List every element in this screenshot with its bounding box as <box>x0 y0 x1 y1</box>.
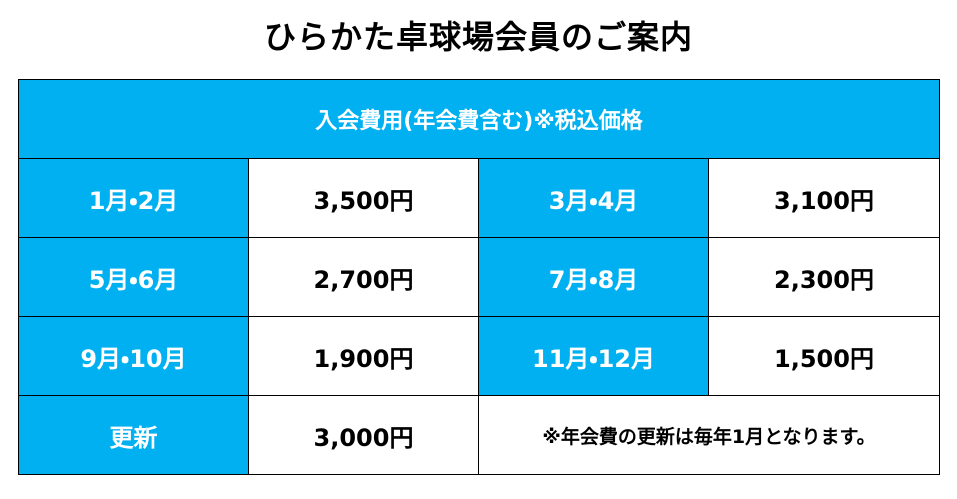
note: ※年会費の更新は毎年1月となります。 <box>478 395 940 475</box>
period: 9月・10月 <box>18 316 249 396</box>
price: 2,300円 <box>708 237 940 317</box>
row: 1月・2月 3,500円 3月・4月 3,100円 <box>18 158 940 238</box>
price: 1,900円 <box>248 316 479 396</box>
period: 3月・4月 <box>478 158 709 238</box>
row: 更新 3,000円 ※年会費の更新は毎年1月となります。 <box>18 395 940 475</box>
row: 5月・6月 2,700円 7月・8月 2,300円 <box>18 237 940 317</box>
header-row: 入会費用(年会費含む)※税込価格 <box>18 79 940 159</box>
period: 11月・12月 <box>478 316 709 396</box>
price: 3,100円 <box>708 158 940 238</box>
price-table: 入会費用(年会費含む)※税込価格 1月・2月 3,500円 3月・4月 3,10… <box>18 79 940 475</box>
price: 2,700円 <box>248 237 479 317</box>
table-caption: 入会費用(年会費含む)※税込価格 <box>18 79 940 159</box>
row: 9月・10月 1,900円 11月・12月 1,500円 <box>18 316 940 396</box>
page-title: ひらかた卓球場会員のご案内 <box>263 18 693 56</box>
price: 3,000円 <box>248 395 479 475</box>
renewal-label: 更新 <box>18 395 249 475</box>
period: 5月・6月 <box>18 237 249 317</box>
price: 1,500円 <box>708 316 940 396</box>
period: 7月・8月 <box>478 237 709 317</box>
price: 3,500円 <box>248 158 479 238</box>
period: 1月・2月 <box>18 158 249 238</box>
